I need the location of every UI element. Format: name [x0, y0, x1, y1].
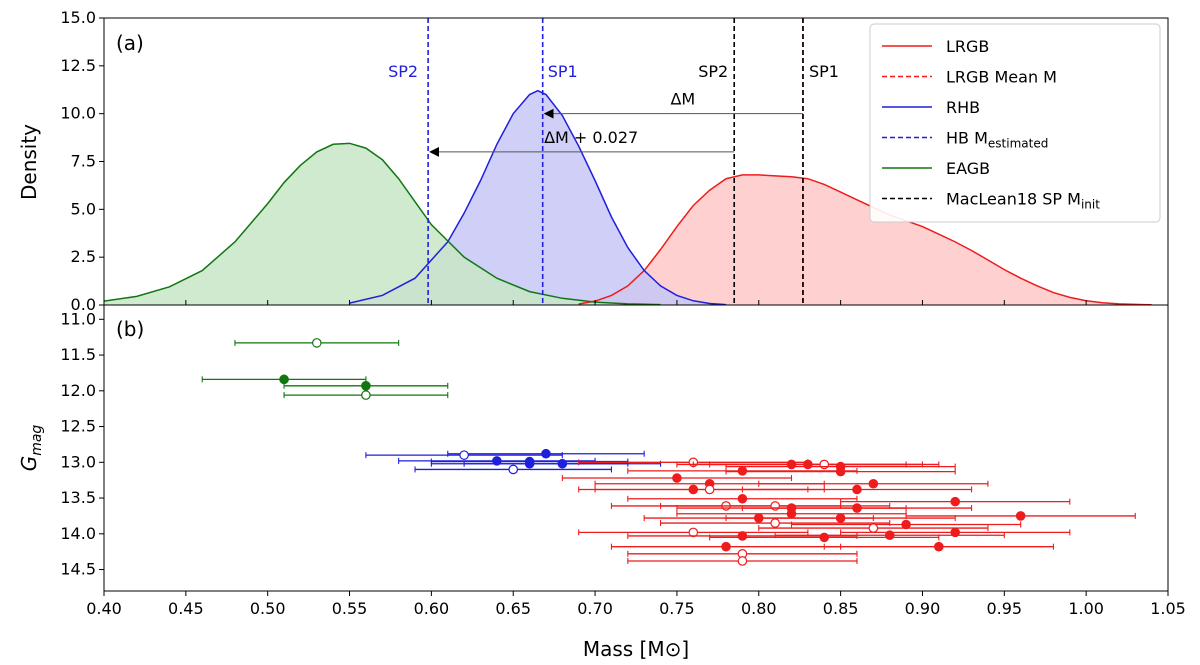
xtick-label: 0.55 [332, 599, 368, 618]
lrgb-point [835, 513, 846, 523]
legend-box [869, 23, 1161, 223]
scatter-points [201, 338, 1136, 566]
xtick-label: 0.45 [168, 599, 204, 618]
x-axis: 0.40 0.45 0.50 0.55 0.60 0.65 0.70 0.75 0.80 0.85… [86, 591, 1186, 661]
xtick-label: 0.50 [250, 599, 286, 618]
vline-label-1: SP1 [809, 62, 839, 81]
eagb-point [361, 380, 371, 391]
xtick-label: 1.00 [1068, 599, 1104, 618]
lrgb-point [737, 493, 748, 504]
lrgb-point [672, 473, 682, 483]
legend-entry-3: HB Mestimated [946, 129, 1048, 151]
xtick-label: 0.70 [577, 599, 613, 618]
b-ytick-label: 11.0 [60, 309, 96, 328]
x-axis-label: Mass [M⊙] [583, 637, 689, 661]
lrgb-point [721, 541, 731, 552]
b-ytick-label: 11.5 [60, 345, 96, 364]
arrow-label-0: ΔM [670, 90, 695, 109]
a-ytick-label: 10.0 [60, 104, 96, 123]
a-ytick-label: 0.0 [71, 295, 96, 314]
b-ytick-label: 12.0 [60, 381, 96, 400]
vertical-lines: SP1 SP2 SP1 SP2 [388, 18, 839, 305]
legend-entry-5: MacLean18 SP Minit [946, 190, 1100, 212]
panel-a-axes: 0.0 2.5 5.0 7.5 10.0 12.5 15.0 (a) Density [17, 8, 1169, 314]
lrgb-point [835, 466, 846, 477]
lrgb-point [852, 503, 862, 513]
xtick-label: 0.95 [986, 599, 1022, 618]
lrgb-point [1015, 511, 1026, 521]
rhb-point [541, 448, 551, 459]
density-curves [104, 89, 1152, 305]
b-ytick-label: 14.5 [60, 560, 96, 579]
xtick-label: 0.80 [741, 599, 777, 618]
eagb-area [104, 143, 661, 305]
xtick-label: 0.85 [823, 599, 859, 618]
lrgb-point [786, 508, 797, 519]
lrgb-point [819, 459, 830, 470]
b-ytick-label: 13.5 [60, 488, 96, 507]
panel-label-b: (b) [116, 317, 144, 341]
vline-label-3: SP1 [548, 62, 578, 81]
arrow-label-1: ΔM + 0.027 [544, 128, 638, 147]
lrgb-point [868, 478, 879, 489]
xtick-label: 1.05 [1150, 599, 1186, 618]
lrgb-point [950, 527, 960, 538]
legend-entry-2: RHB [946, 98, 980, 117]
vline-label-2: SP2 [698, 62, 728, 81]
lrgb-point [704, 484, 715, 495]
b-ytick-label: 14.0 [60, 524, 96, 543]
a-ytick-label: 15.0 [60, 8, 96, 27]
xtick-label: 0.60 [414, 599, 450, 618]
a-ylabel: Density [17, 124, 41, 200]
a-ytick-label: 12.5 [60, 56, 96, 75]
lrgb-point [852, 484, 862, 495]
panel-b-axes: 11.0 11.5 12.0 12.5 13.0 13.5 14.0 14.5 (b) Gmag [17, 304, 1169, 592]
lrgb-curve [578, 174, 1152, 305]
xtick-label: 0.40 [86, 599, 122, 618]
legend: LRGB LRGB Mean M RHB HB Mestimated EAGB MacLe… [869, 23, 1161, 223]
panel-a: SP1 SP2 SP1 SP2 ΔM ΔM + 0.027 0.0 2.5 5.0 7.5 10… [17, 8, 1169, 314]
panel-b: 11.0 11.5 12.0 12.5 13.0 13.5 14.0 14.5 (b) Gmag [17, 304, 1169, 592]
panel-label-a: (a) [116, 31, 144, 55]
rhb-point [557, 458, 568, 469]
lrgb-point [737, 531, 748, 541]
a-ytick-label: 2.5 [71, 247, 96, 266]
eagb-curve [104, 142, 661, 305]
rhb-point [508, 464, 519, 475]
legend-entry-4: EAGB [946, 159, 990, 178]
eagb-point [361, 390, 371, 400]
lrgb-point [950, 496, 960, 507]
a-ytick-label: 7.5 [71, 152, 96, 171]
b-ytick-label: 12.5 [60, 417, 96, 436]
panel-b-frame [103, 304, 1169, 592]
eagb-point [279, 374, 289, 385]
b-ytick-label: 13.0 [60, 452, 96, 471]
lrgb-point [770, 501, 780, 511]
lrgb-point [884, 530, 895, 541]
vline-label-4: SP2 [388, 62, 418, 81]
lrgb-point [737, 466, 748, 476]
legend-entry-0: LRGB [946, 37, 989, 56]
legend-entry-1: LRGB Mean M [946, 68, 1057, 87]
b-ylabel: Gmag [17, 425, 45, 472]
rhb-point [459, 450, 469, 460]
lrgb-point [934, 541, 944, 552]
xtick-label: 0.65 [495, 599, 531, 618]
lrgb-point [819, 532, 830, 543]
xtick-label: 0.75 [659, 599, 695, 618]
lrgb-point [737, 556, 748, 566]
xtick-label: 0.90 [905, 599, 941, 618]
arrows: ΔM ΔM + 0.027 [429, 90, 803, 157]
eagb-point [311, 338, 322, 348]
lrgb-point [868, 523, 879, 533]
a-ytick-label: 5.0 [71, 199, 96, 218]
lrgb-point [770, 518, 780, 528]
rhb-point [492, 456, 502, 466]
rhb-curve [349, 89, 727, 305]
